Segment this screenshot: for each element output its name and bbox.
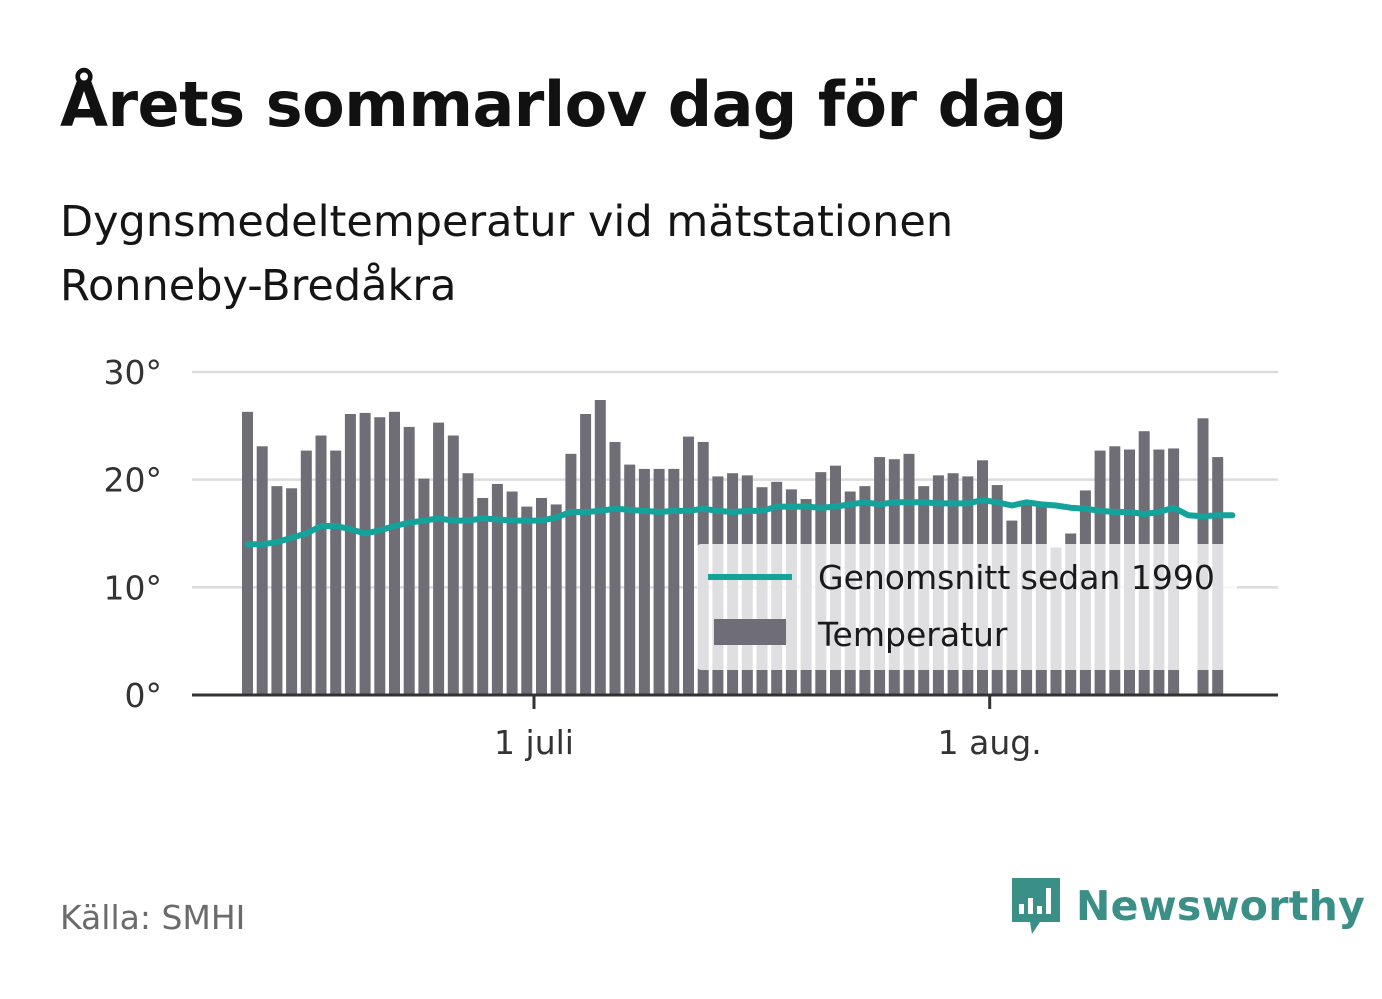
y-tick-label: 30° <box>104 353 163 392</box>
temperature-bar <box>300 450 312 695</box>
temperature-bar <box>580 413 592 695</box>
axes: 0° 10° 20° 30° 1 juli 1 aug. <box>104 353 1278 762</box>
legend: Genomsnitt sedan 1990 Temperatur <box>697 544 1237 670</box>
temperature-bar <box>242 411 253 695</box>
temperature-bar <box>330 450 342 695</box>
x-tick-label: 1 aug. <box>938 723 1042 762</box>
y-tick-label: 10° <box>104 568 163 607</box>
legend-bar-swatch <box>714 619 786 645</box>
temperature-bar <box>491 483 503 695</box>
newsworthy-chart-icon <box>1012 878 1060 934</box>
newsworthy-logo: Newsworthy <box>1010 876 1365 936</box>
temperature-bar <box>653 468 665 695</box>
temperature-bar <box>624 464 636 695</box>
average-line <box>244 497 1236 548</box>
temperature-bar <box>256 446 268 695</box>
brand-name: Newsworthy <box>1076 882 1366 930</box>
temperature-bar <box>594 399 606 695</box>
temperature-bar <box>447 435 459 695</box>
temperature-bar <box>403 426 415 695</box>
temperature-bar <box>418 478 430 695</box>
temperature-bar <box>521 506 533 695</box>
chart-title: Årets sommarlov dag för dag <box>60 68 1067 141</box>
legend-bar-label: Temperatur <box>817 615 1008 654</box>
temperature-bar <box>344 413 356 695</box>
temperature-bar <box>374 417 386 695</box>
temperature-bar <box>638 468 650 695</box>
temperature-bar <box>536 497 547 695</box>
temperature-bar <box>271 486 283 695</box>
temperature-bar <box>683 436 694 695</box>
temperature-bar <box>565 453 577 695</box>
legend-background <box>697 544 1237 670</box>
temperature-bar <box>609 441 621 695</box>
source-credit: Källa: SMHI <box>60 898 246 937</box>
x-tick-label: 1 juli <box>494 723 574 762</box>
temperature-bar <box>315 435 327 695</box>
chart-subtitle: Dygnsmedeltemperatur vid mätstationen Ro… <box>60 190 1060 318</box>
y-tick-label: 0° <box>125 676 163 715</box>
temperature-bar <box>550 504 562 695</box>
temperature-bar <box>668 468 680 695</box>
temperature-bar <box>359 412 371 695</box>
temperature-bar <box>462 473 474 695</box>
temperature-bar <box>477 497 489 695</box>
legend-line-label: Genomsnitt sedan 1990 <box>818 558 1215 597</box>
temperature-bar <box>506 491 518 695</box>
y-tick-label: 20° <box>104 461 163 500</box>
average-line-group <box>244 497 1236 548</box>
subtitle-line-1: Dygnsmedeltemperatur vid mätstationen <box>60 197 954 247</box>
temperature-bar <box>433 422 445 695</box>
subtitle-line-2: Ronneby-Bredåkra <box>60 261 457 311</box>
temperature-bar <box>286 488 298 695</box>
temperature-bar <box>389 411 400 695</box>
